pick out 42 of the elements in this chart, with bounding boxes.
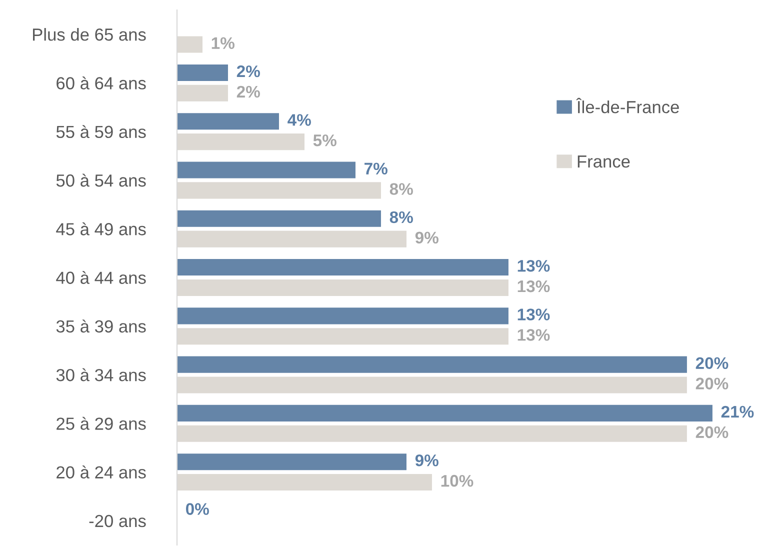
data-label: 0% — [186, 503, 209, 515]
y-tick-label: -20 ans — [89, 514, 146, 528]
y-tick-label: 20 à 24 ans — [56, 466, 146, 479]
data-label: 20% — [696, 378, 728, 390]
y-tick-label: 25 à 29 ans — [56, 416, 146, 430]
data-label: 8% — [390, 183, 413, 195]
y-tick-label: Plus de 65 ans — [33, 28, 146, 41]
data-label: 20% — [696, 426, 728, 438]
data-label: 13% — [518, 308, 550, 320]
data-label: 2% — [236, 86, 260, 98]
data-label: 2% — [236, 65, 260, 78]
data-label: 13% — [518, 329, 550, 341]
data-label: 1% — [212, 37, 234, 49]
y-tick-label: 35 à 39 ans — [56, 320, 146, 333]
data-label: 9% — [415, 232, 438, 244]
data-label: 10% — [441, 474, 474, 487]
data-label: 7% — [364, 162, 388, 174]
y-tick-label: 50 à 54 ans — [56, 174, 146, 187]
bar — [177, 113, 279, 130]
bar — [177, 259, 508, 276]
data-label: 13% — [518, 260, 550, 272]
bar — [177, 308, 508, 324]
y-tick-label: 60 à 64 ans — [56, 76, 146, 90]
data-label: 8% — [390, 211, 413, 224]
legend-label: Île-de-France — [576, 98, 679, 114]
data-label: 13% — [518, 280, 550, 292]
bar — [177, 454, 406, 470]
y-tick-label: 30 à 34 ans — [56, 368, 146, 382]
data-label: 9% — [415, 454, 438, 466]
y-tick-label: 45 à 49 ans — [56, 222, 146, 236]
legend-label: France — [578, 156, 630, 168]
bar — [177, 404, 712, 422]
data-label: 21% — [721, 406, 754, 418]
bar — [177, 64, 228, 82]
bar — [177, 210, 381, 227]
y-tick-label: 40 à 44 ans — [56, 271, 146, 284]
data-label: 20% — [696, 357, 728, 370]
bar — [177, 356, 687, 373]
y-tick-label: 55 à 59 ans — [56, 125, 146, 138]
data-label: 4% — [288, 114, 311, 126]
bar — [177, 162, 356, 178]
data-label: 5% — [313, 134, 336, 146]
